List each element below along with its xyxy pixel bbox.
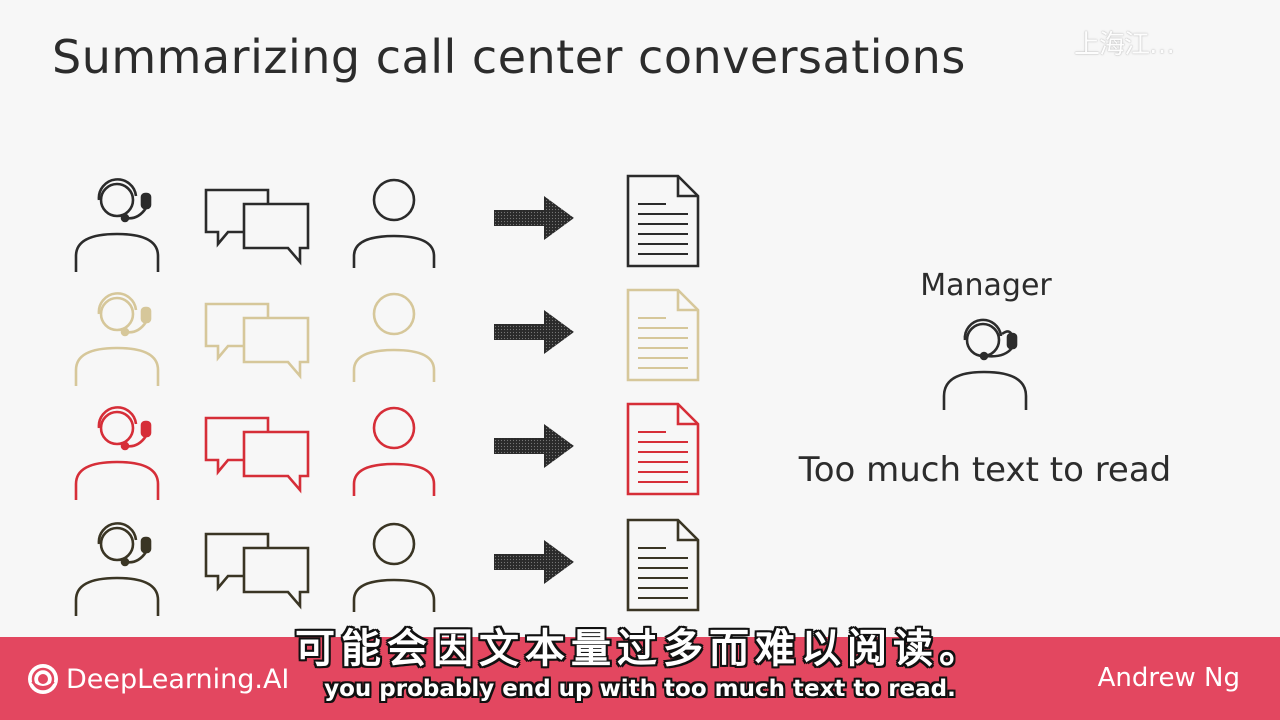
person-icon <box>352 292 436 382</box>
document-icon <box>626 402 700 496</box>
right-arrow-icon <box>494 540 574 584</box>
subtitle-chinese: 可能会因文本量过多而难以阅读。 <box>295 626 985 672</box>
person-icon <box>352 406 436 496</box>
conversation-row <box>74 402 700 500</box>
headset-agent-icon <box>74 522 160 616</box>
person-icon <box>352 178 436 268</box>
right-arrow-icon <box>494 424 574 468</box>
deeplearning-logo-icon <box>28 664 58 694</box>
conversation-row <box>74 288 700 386</box>
too-much-text-caption: Too much text to read <box>798 450 1172 490</box>
chat-bubbles-icon <box>204 302 310 380</box>
chat-bubbles-icon <box>204 188 310 266</box>
chat-bubbles-icon <box>204 416 310 494</box>
headset-agent-icon <box>74 292 160 386</box>
brand-name: DeepLearning.AI <box>66 663 290 695</box>
chat-bubbles-icon <box>204 532 310 610</box>
author-name: Andrew Ng <box>1097 663 1240 693</box>
right-arrow-icon <box>494 310 574 354</box>
document-icon <box>626 174 700 268</box>
footer-bar: DeepLearning.AI Andrew Ng <box>0 637 1280 720</box>
slide-title: Summarizing call center conversations <box>52 30 966 84</box>
manager-label: Manager <box>920 268 1052 303</box>
headset-agent-icon <box>74 406 160 500</box>
document-icon <box>626 288 700 382</box>
watermark: 上海江… <box>1074 30 1175 60</box>
conversation-row <box>74 174 700 272</box>
person-icon <box>352 522 436 612</box>
document-icon <box>626 518 700 612</box>
subtitle-english: you probably end up with too much text t… <box>324 676 956 702</box>
conversation-row <box>74 518 700 616</box>
brand-logo: DeepLearning.AI <box>26 661 289 697</box>
right-arrow-icon <box>494 196 574 240</box>
manager-headset-icon <box>942 318 1028 410</box>
headset-agent-icon <box>74 178 160 272</box>
